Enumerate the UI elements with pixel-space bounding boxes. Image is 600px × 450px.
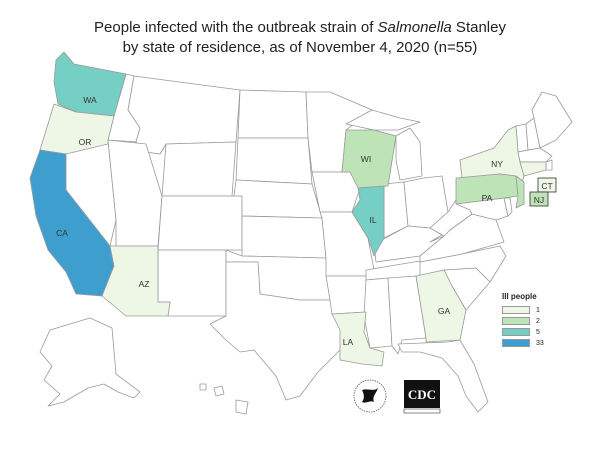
state-LA (331, 311, 385, 367)
legend-swatch-4 (502, 339, 530, 347)
state-WA (53, 51, 127, 117)
state-WY (161, 141, 237, 197)
label-WI: WI (361, 154, 371, 164)
state-SD (235, 137, 313, 185)
title-text: People infected with the outbreak strain… (94, 19, 378, 36)
label-NJ: NJ (534, 195, 544, 205)
legend-label-2: 2 (536, 317, 540, 325)
state-MI (395, 127, 423, 181)
legend-item-3: 5 (502, 327, 544, 337)
label-PA: PA (482, 193, 493, 203)
label-CT: CT (541, 181, 552, 191)
state-GA (415, 269, 467, 343)
legend: Ill people 1 2 5 33 (502, 292, 544, 349)
hhs-eagle-logo (353, 379, 387, 413)
title-italic-text: Salmonella (377, 19, 452, 36)
state-labels: WA OR CA AZ WI IL NY PA NJ CT GA LA (56, 95, 553, 347)
state-HI (199, 383, 249, 415)
state-AR (325, 275, 369, 315)
small-state-callouts (529, 177, 557, 207)
state-ND (237, 89, 309, 139)
label-WA: WA (83, 95, 97, 105)
state-OR (39, 103, 115, 155)
legend-title: Ill people (502, 292, 537, 301)
state-MT (127, 75, 241, 155)
label-NY: NY (491, 159, 503, 169)
label-IL: IL (369, 215, 376, 225)
cdc-logo-text: CDC (408, 387, 436, 402)
state-AK (39, 317, 141, 407)
highlighted-states (29, 51, 547, 367)
state-CA (29, 149, 115, 297)
state-CT (519, 161, 547, 177)
legend-item-1: 1 (502, 305, 544, 315)
legend-label-1: 1 (536, 306, 540, 314)
state-NE (233, 179, 323, 219)
legend-label-3: 5 (536, 328, 540, 336)
legend-item-2: 2 (502, 316, 544, 326)
agency-logos: CDC (353, 379, 441, 414)
state-MS (363, 277, 393, 349)
legend-swatch-1 (502, 306, 530, 314)
state-TX (209, 261, 343, 401)
legend-item-4: 33 (502, 338, 544, 348)
state-KS (241, 215, 327, 259)
cdc-logo: CDC (403, 380, 441, 414)
legend-label-4: 33 (536, 339, 544, 347)
state-RI (545, 159, 553, 171)
label-OR: OR (79, 137, 92, 147)
state-ME (531, 91, 573, 149)
state-UT (107, 139, 163, 247)
state-CO (157, 195, 243, 251)
label-GA: GA (438, 306, 451, 316)
map-title-line2: by state of residence, as of November 4,… (122, 39, 478, 56)
state-AZ (101, 245, 171, 317)
map-title-line1: People infected with the outbreak strain… (0, 18, 600, 38)
label-CA: CA (56, 228, 68, 238)
legend-swatch-2 (502, 317, 530, 325)
label-AZ: AZ (139, 279, 150, 289)
nj-callout-box (529, 191, 549, 207)
logos: CDC (352, 376, 462, 421)
title-text-end: Stanley (451, 19, 506, 36)
state-IL (351, 185, 385, 257)
base-states (39, 73, 573, 415)
state-NJ (515, 175, 525, 209)
state-DE (503, 197, 513, 217)
legend-swatch-3 (502, 328, 530, 336)
label-LA: LA (343, 337, 354, 347)
map-title: People infected with the outbreak strain… (0, 18, 600, 58)
